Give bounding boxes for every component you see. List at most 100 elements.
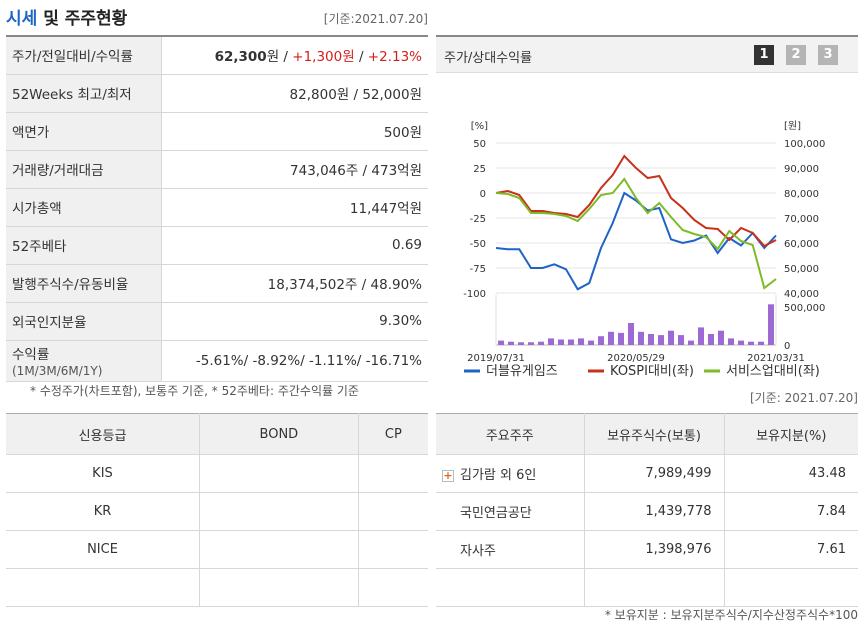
par-label: 액면가 [6, 112, 162, 151]
credit-agency: KIS [6, 454, 200, 493]
legend-label: KOSPI대비(좌) [610, 364, 694, 379]
volume-bar [708, 334, 714, 345]
volume-tick-label: 500,000 [784, 303, 825, 314]
returns-label: 수익률 [12, 347, 50, 363]
right-tick-label: 40,000 [784, 289, 819, 300]
x-tick-label: 2020/05/29 [607, 353, 665, 364]
volume-bar [768, 304, 774, 345]
week52-value: 82,800원 / 52,000원 [161, 74, 428, 113]
chart-tab-1-button[interactable]: 1 [754, 45, 774, 65]
right-tick-label: 80,000 [784, 189, 819, 200]
credit-cp [357, 454, 428, 493]
volume-bar [598, 336, 604, 345]
table-row: 자사주 1,398,976 7.61 [436, 530, 858, 569]
holders-header-pct: 보유지분(%) [723, 413, 858, 455]
right-tick-label: 70,000 [784, 214, 819, 225]
table-row: NICE [6, 530, 428, 569]
holder-pct: 7.84 [723, 492, 858, 531]
volume-bar [758, 341, 764, 345]
credit-agency: NICE [6, 530, 200, 569]
info-footnote: * 수정주가(차트포함), 보통주 기준, * 52주베타: 주간수익률 기준 [30, 384, 359, 398]
par-value: 500원 [161, 112, 428, 151]
returns-row: 수익률 (1M/3M/6M/1Y) -5.61%/ -8.92%/ -1.11%/… [6, 340, 428, 382]
holder-name: 자사주 [436, 530, 585, 569]
credit-header-bond: BOND [198, 413, 359, 455]
left-tick-label: 25 [473, 164, 486, 175]
section-header: 시세 및 주주현황 [기준:2021.07.20] [6, 4, 428, 30]
foreign-value: 9.30% [161, 302, 428, 341]
holder-pct: 7.61 [723, 530, 858, 569]
credit-header-rating: 신용등급 [6, 413, 200, 455]
par-row: 액면가 500원 [6, 112, 428, 151]
chart-tab-2-button[interactable]: 2 [786, 45, 806, 65]
credit-rating-table: 신용등급 BOND CP KIS KR NICE [6, 413, 428, 607]
volume-bar [748, 341, 754, 345]
foreign-label: 외국인지분율 [6, 302, 162, 341]
chart-panel: 주가/상대수익률 1 2 3 [%] [원] 50 25 0 -25 -50 -75 -100 1… [436, 35, 858, 401]
base-date: [기준:2021.07.20] [323, 12, 428, 26]
chart-title: 주가/상대수익률 [444, 51, 533, 66]
holders-base-date: [기준: 2021.07.20] [749, 391, 858, 405]
returns-sublabel: (1M/3M/6M/1Y) [12, 364, 103, 378]
series-line-0 [495, 191, 777, 291]
holder-name [436, 568, 585, 607]
table-row: KIS [6, 454, 428, 493]
holders-header-shares: 보유주식수(보통) [583, 413, 725, 455]
volume-bar [678, 335, 684, 345]
chart-tab-3-button[interactable]: 3 [818, 45, 838, 65]
holder-shares [583, 568, 725, 607]
shares-value: 18,374,502주 / 48.90% [161, 264, 428, 303]
credit-bond [198, 454, 359, 493]
mktcap-value: 11,447억원 [161, 188, 428, 227]
major-shareholders-table: 주요주주 보유주식수(보통) 보유지분(%) + 김가람 외 6인 7,989,4… [436, 413, 858, 607]
left-tick-label: 0 [480, 189, 486, 200]
volume-bar [738, 340, 744, 345]
volume-bar [588, 340, 594, 345]
volume-row: 거래량/거래대금 743,046주 / 473억원 [6, 150, 428, 189]
right-tick-label: 90,000 [784, 164, 819, 175]
holder-name: 김가람 외 6인 [460, 468, 537, 483]
credit-cp [357, 530, 428, 569]
beta-label: 52주베타 [6, 226, 162, 265]
left-tick-label: -50 [470, 239, 486, 250]
mktcap-row: 시가총액 11,447억원 [6, 188, 428, 227]
week52-row: 52Weeks 최고/최저 82,800원 / 52,000원 [6, 74, 428, 113]
volume-bar [728, 338, 734, 345]
stock-chart: [%] [원] 50 25 0 -25 -50 -75 -100 100,000 90,000 80,… [463, 120, 825, 401]
credit-cp [357, 492, 428, 531]
left-tick-label: -100 [463, 289, 486, 300]
right-axis-unit: [원] [784, 120, 801, 132]
foreign-row: 외국인지분율 9.30% [6, 302, 428, 341]
beta-row: 52주베타 0.69 [6, 226, 428, 265]
left-tick-label: -75 [470, 264, 486, 275]
right-tick-label: 60,000 [784, 239, 819, 250]
volume-bar [698, 327, 704, 345]
chart-header: 주가/상대수익률 1 2 3 [436, 37, 858, 73]
legend-label: 서비스업대비(좌) [726, 364, 820, 379]
volume-value: 743,046주 / 473억원 [161, 150, 428, 189]
credit-header-cp: CP [357, 413, 428, 455]
holders-footnote: * 보유지분 : 보유지분주식수/지수산정주식수*100 [604, 608, 858, 622]
x-tick-label: 2021/03/31 [747, 353, 805, 364]
shares-label: 발행주식수/유동비율 [6, 264, 162, 303]
credit-bond [198, 568, 359, 607]
credit-agency: KR [6, 492, 200, 531]
x-tick-label: 2019/07/31 [467, 353, 525, 364]
volume-bar [668, 330, 674, 345]
current-price: 62,300 [214, 49, 267, 66]
market-info-table: 주가/전일대비/수익률 62,300원 / +1,300원 / +2.13% 5… [6, 35, 428, 382]
expand-icon[interactable]: + [442, 469, 454, 482]
volume-bar [658, 335, 664, 345]
volume-bar [688, 340, 694, 345]
volume-bar [718, 330, 724, 345]
holder-shares: 7,989,499 [583, 454, 725, 493]
volume-bar [618, 332, 624, 345]
table-row: + 김가람 외 6인 7,989,499 43.48 [436, 454, 858, 493]
legend-label: 더블유게임즈 [486, 364, 558, 379]
volume-bar [518, 342, 524, 345]
credit-bond [198, 530, 359, 569]
volume-bar [538, 341, 544, 345]
right-tick-label: 100,000 [784, 139, 825, 150]
volume-label: 거래량/거래대금 [6, 150, 162, 189]
price-label: 주가/전일대비/수익률 [6, 36, 162, 75]
